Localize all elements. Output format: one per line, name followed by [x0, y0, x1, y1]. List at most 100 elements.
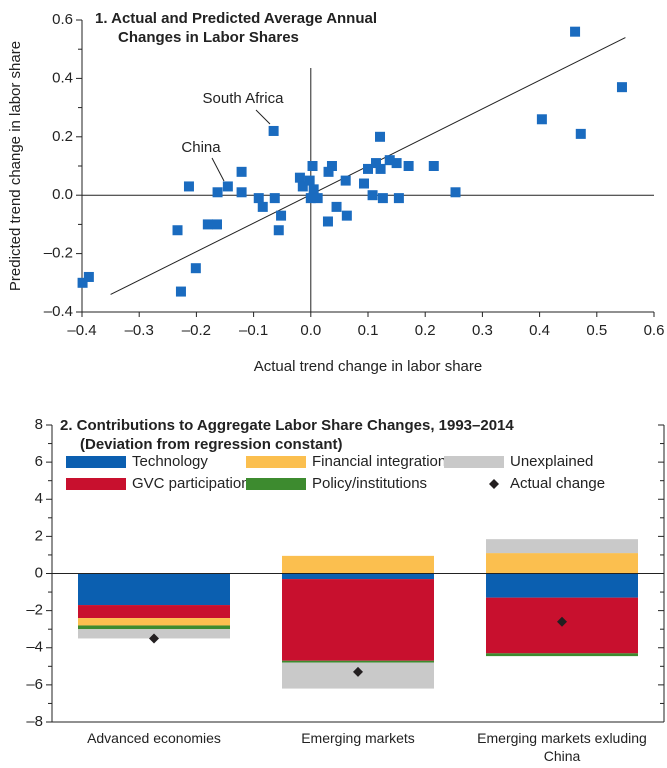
bar-segment [78, 573, 230, 606]
x-tick-label: 0.1 [358, 322, 379, 339]
x-tick-label: 0.4 [529, 322, 550, 339]
chart-title: 1. Actual and Predicted Average Annual [95, 10, 378, 27]
annotation-leader [211, 157, 225, 182]
point [77, 277, 88, 288]
legend-marker [489, 479, 499, 489]
point [83, 271, 94, 282]
point [428, 161, 439, 171]
point [450, 187, 461, 198]
x-tick-label: 0.2 [415, 322, 436, 339]
actual-marker [353, 666, 363, 677]
point [403, 161, 414, 171]
actual-marker [557, 616, 567, 627]
x-tick-label: 0.5 [586, 322, 607, 339]
y-tick-label: –8 [26, 713, 43, 730]
x-tick-label: –0.3 [125, 322, 154, 339]
y-tick-label: 8 [35, 416, 43, 433]
annotation: South Africa [203, 90, 285, 107]
bar-segment [486, 539, 638, 554]
y-tick-label: 0.0 [52, 186, 73, 203]
bar-segment [78, 618, 230, 626]
point [202, 219, 213, 230]
point [322, 216, 333, 227]
point [211, 219, 222, 230]
x-tick-label: Advanced economies [87, 730, 221, 746]
bar-segment [78, 605, 230, 619]
point [384, 155, 395, 166]
point [575, 128, 586, 139]
chart-title: Changes in Labor Shares [118, 29, 299, 46]
point [269, 193, 280, 204]
x-tick-label: Emerging markets exluding China [477, 730, 647, 764]
y-axis-label: Predicted trend change in labor share [7, 41, 24, 291]
y-tick-label: 4 [35, 490, 43, 507]
x-axis-label: Actual trend change in labor share [254, 358, 482, 375]
point [616, 82, 627, 93]
y-tick-label: –2 [26, 602, 43, 619]
y-tick-label: 0.2 [52, 128, 73, 145]
point [212, 187, 223, 198]
bar-segment [486, 653, 638, 657]
legend-swatch [66, 456, 126, 468]
y-tick-label: 0 [35, 564, 43, 581]
point [375, 131, 386, 142]
x-tick-label: 0.3 [472, 322, 493, 339]
x-tick-label: –0.1 [239, 322, 268, 339]
point [391, 158, 402, 169]
legend-label: Financial integration [312, 453, 446, 470]
point [371, 158, 382, 169]
point [304, 175, 315, 186]
legend-label: Policy/institutions [312, 475, 427, 492]
point [367, 190, 378, 201]
y-tick-label: –0.2 [44, 245, 73, 262]
point [326, 161, 337, 171]
legend-swatch [66, 478, 126, 490]
legend-swatch [444, 456, 504, 468]
legend-label: GVC participation [132, 475, 250, 492]
y-tick-label: 0.6 [52, 11, 73, 28]
annotation-leader [255, 109, 271, 125]
bar-segment [282, 573, 434, 580]
bar-segment [282, 660, 434, 663]
legend-swatch [246, 478, 306, 490]
bar-segment [486, 553, 638, 574]
legend-label: Technology [132, 453, 208, 470]
x-tick-label: 0.6 [644, 322, 665, 339]
point [294, 172, 305, 183]
point [268, 125, 279, 136]
point [340, 175, 351, 186]
x-tick-label: –0.4 [67, 322, 96, 339]
x-tick-label: Emerging markets [301, 730, 415, 746]
point [393, 193, 404, 204]
point [236, 166, 247, 177]
point [377, 193, 388, 204]
bar-segment [282, 555, 434, 574]
x-tick-label: 0.0 [300, 322, 321, 339]
y-tick-label: –4 [26, 639, 43, 656]
y-tick-label: –0.4 [44, 303, 73, 320]
y-tick-label: 0.4 [52, 69, 73, 86]
point [172, 225, 183, 236]
bar-segment [486, 573, 638, 598]
bar-segment [282, 579, 434, 661]
point [253, 193, 264, 204]
actual-marker [149, 633, 159, 644]
y-tick-label: 6 [35, 453, 43, 470]
x-tick-label: –0.2 [182, 322, 211, 339]
point [358, 178, 369, 189]
legend-label: Unexplained [510, 453, 593, 470]
point [236, 187, 247, 198]
point [276, 210, 287, 221]
point [536, 114, 547, 125]
point [312, 193, 323, 204]
point [257, 201, 268, 212]
point [305, 193, 316, 204]
point [183, 181, 194, 192]
point [175, 286, 186, 297]
bar-segment [78, 625, 230, 630]
legend-swatch [246, 456, 306, 468]
point [323, 166, 334, 177]
point [273, 225, 284, 236]
